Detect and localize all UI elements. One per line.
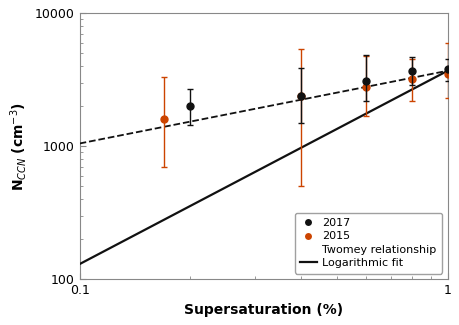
Legend: 2017, 2015, Twomey relationship, Logarithmic fit: 2017, 2015, Twomey relationship, Logarit… xyxy=(294,213,441,274)
X-axis label: Supersaturation (%): Supersaturation (%) xyxy=(184,303,342,317)
Y-axis label: N$_{CCN}$ (cm$^{-3}$): N$_{CCN}$ (cm$^{-3}$) xyxy=(8,102,29,191)
